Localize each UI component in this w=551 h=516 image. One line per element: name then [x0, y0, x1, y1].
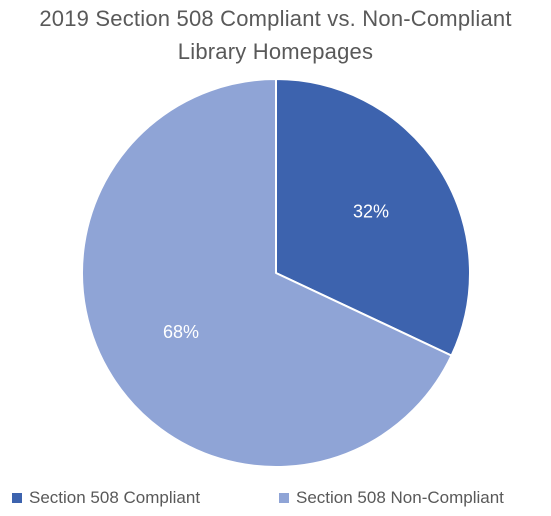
legend-item-compliant: Section 508 Compliant — [12, 488, 200, 508]
pie-slice-non-compliant — [81, 78, 453, 468]
legend-label-compliant: Section 508 Compliant — [29, 488, 201, 507]
legend-swatch-compliant — [12, 493, 22, 503]
data-label-non-compliant: 68% — [163, 322, 199, 342]
chart-title-line-1: 2019 Section 508 Compliant vs. Non-Compl… — [39, 6, 512, 31]
legend-label-non-compliant: Section 508 Non-Compliant — [296, 488, 504, 507]
legend-swatch-non-compliant — [279, 493, 289, 503]
pie-chart: 32% 68% — [81, 78, 471, 468]
chart-title-line-2: Library Homepages — [177, 39, 374, 64]
legend-item-non-compliant: Section 508 Non-Compliant — [279, 488, 504, 508]
data-label-compliant: 32% — [353, 201, 389, 221]
chart-legend: Section 508 Compliant Section 508 Non-Co… — [0, 488, 551, 514]
chart-title: 2019 Section 508 Compliant vs. Non-Compl… — [0, 2, 551, 68]
pie-slice-compliant — [275, 78, 471, 357]
